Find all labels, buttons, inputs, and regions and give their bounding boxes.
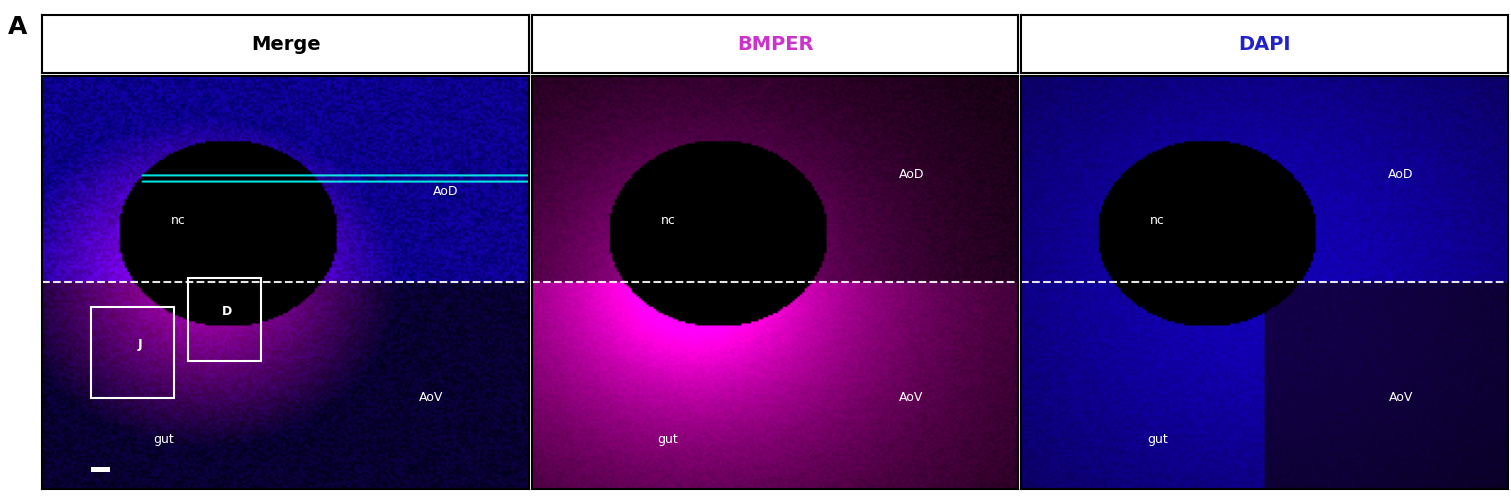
Text: nc: nc xyxy=(1150,214,1165,227)
Text: gut: gut xyxy=(657,433,678,446)
Text: DAPI: DAPI xyxy=(1239,35,1290,53)
Text: AoD: AoD xyxy=(899,168,925,181)
Text: D: D xyxy=(222,305,233,318)
Text: AoV: AoV xyxy=(1389,392,1413,404)
Text: gut: gut xyxy=(1147,433,1168,446)
Text: AoV: AoV xyxy=(420,392,444,404)
Text: AoV: AoV xyxy=(899,392,923,404)
Text: nc: nc xyxy=(171,214,186,227)
Text: gut: gut xyxy=(154,433,174,446)
Bar xyxy=(91,467,110,472)
Text: J: J xyxy=(138,338,142,351)
Text: Merge: Merge xyxy=(251,35,320,53)
Text: AoD: AoD xyxy=(1389,168,1414,181)
Text: BMPER: BMPER xyxy=(737,35,813,53)
Text: nc: nc xyxy=(660,214,675,227)
Bar xyxy=(91,307,174,398)
Text: A: A xyxy=(8,15,27,39)
Bar xyxy=(189,278,261,361)
Text: AoD: AoD xyxy=(434,185,459,198)
